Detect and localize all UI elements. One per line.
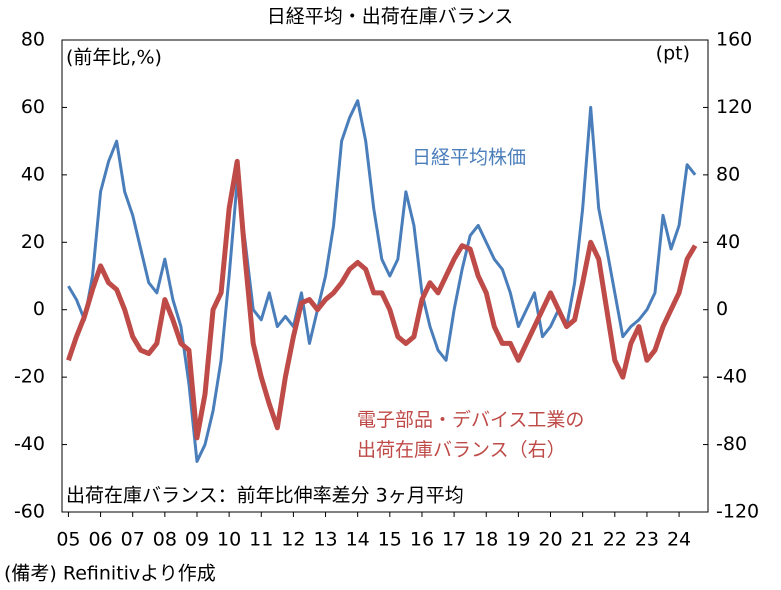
x-tick-label: 05: [56, 529, 80, 551]
y-tick-label: 0: [33, 298, 45, 320]
y-tick-label: -60: [14, 501, 45, 523]
series-line: [67, 99, 697, 463]
y-tick-label: -40: [14, 433, 45, 455]
series-label: 日経平均株価: [412, 147, 526, 169]
x-tick-label: 21: [571, 529, 595, 551]
y-tick-label: 80: [21, 29, 45, 51]
y-axis-label: (前年比,%): [66, 47, 162, 69]
y-tick-label: 60: [21, 96, 45, 118]
y2-tick-label: -80: [716, 433, 747, 455]
x-tick-label: 12: [281, 529, 305, 551]
x-tick-label: 07: [121, 529, 145, 551]
x-tick-label: 18: [474, 529, 498, 551]
x-tick-label: 17: [442, 529, 466, 551]
x-tick-label: 09: [185, 529, 209, 551]
note: 出荷在庫バランス：前年比伸率差分 3ヶ月平均: [66, 485, 464, 507]
x-tick-label: 13: [313, 529, 337, 551]
y2-tick-label: -40: [716, 366, 747, 388]
plot-frame: [61, 39, 709, 513]
x-tick-label: 08: [153, 529, 177, 551]
series-line: [66, 158, 698, 441]
y-tick-label: -20: [14, 366, 45, 388]
x-tick-label: 24: [667, 529, 691, 551]
y2-tick-label: -120: [716, 501, 759, 523]
x-tick-label: 15: [378, 529, 402, 551]
x-tick-label: 11: [249, 529, 273, 551]
x-tick-label: 10: [217, 529, 241, 551]
x-tick-label: 23: [635, 529, 659, 551]
x-tick-label: 19: [506, 529, 530, 551]
x-tick-label: 22: [603, 529, 627, 551]
x-tick-label: 16: [410, 529, 434, 551]
y2-axis-label: (pt): [656, 43, 690, 65]
x-tick-label: 14: [346, 529, 370, 551]
y2-tick-label: 160: [716, 29, 752, 51]
y-tick-label: 40: [21, 163, 45, 185]
y2-tick-label: 120: [716, 96, 752, 118]
y2-tick-label: 40: [716, 231, 740, 253]
y2-tick-label: 80: [716, 163, 740, 185]
source: (備考) Refinitivより作成: [4, 563, 216, 585]
x-tick-label: 20: [538, 529, 562, 551]
y2-tick-label: 0: [716, 298, 728, 320]
chart-title: 日経平均・出荷在庫バランス: [267, 6, 514, 28]
y-tick-label: 20: [21, 231, 45, 253]
x-tick-label: 06: [88, 529, 112, 551]
series-label: 電子部品・デバイス工業の出荷在庫バランス（右）: [357, 409, 584, 461]
